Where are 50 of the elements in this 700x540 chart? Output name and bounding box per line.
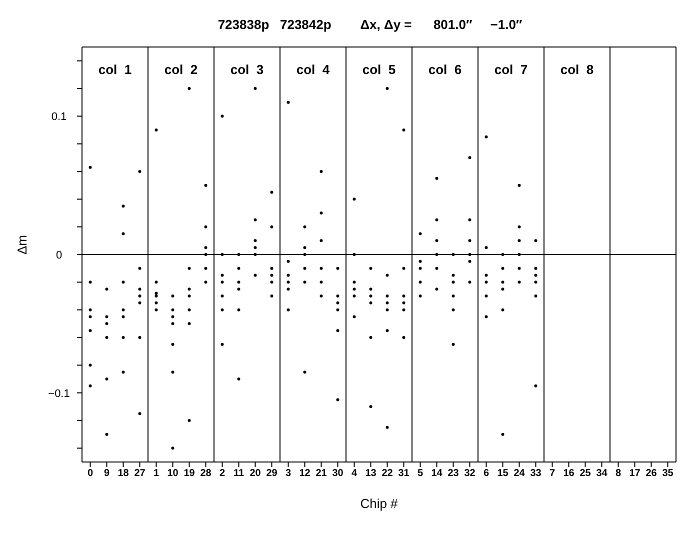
x-tick-label: 19 — [184, 468, 196, 480]
x-tick-label: 28 — [200, 468, 212, 480]
x-tick-label: 31 — [398, 468, 410, 480]
x-tick-label: 32 — [464, 468, 476, 480]
x-axis-title: Chip # — [360, 496, 399, 511]
annotation: col 5 — [361, 62, 397, 77]
x-tick-label: 9 — [104, 468, 110, 480]
x-tick-label: 11 — [233, 468, 244, 480]
x-tick-label: 18 — [118, 468, 130, 480]
x-tick-label: 1 — [153, 468, 160, 480]
annotation: col 4 — [295, 62, 331, 77]
x-tick-label: 12 — [299, 468, 311, 480]
x-tick-label: 2 — [219, 468, 226, 480]
x-tick-label: 6 — [483, 468, 490, 480]
x-tick-label: 14 — [431, 468, 443, 480]
y-axis-title: Δm — [14, 234, 30, 254]
chart-title: 723838p 723842p Δx, Δy = 801.0″ −1.0″ — [216, 16, 524, 34]
x-tick-label: 0 — [87, 468, 94, 480]
x-tick-label: 29 — [266, 468, 278, 480]
x-tick-label: 5 — [417, 468, 424, 480]
x-tick-label: 33 — [530, 468, 542, 480]
y-tick-label: 0 — [56, 250, 62, 262]
x-tick-label: 27 — [134, 468, 146, 480]
x-tick-label: 4 — [351, 468, 358, 480]
x-tick-label: 34 — [596, 468, 608, 480]
x-tick-label: 26 — [646, 468, 658, 480]
x-tick-label: 3 — [285, 468, 292, 480]
x-tick-label: 17 — [629, 468, 641, 480]
y-tick-label: −0.1 — [48, 388, 70, 400]
x-tick-label: 30 — [332, 468, 344, 480]
x-tick-label: 20 — [250, 468, 262, 480]
annotation: col 2 — [163, 62, 199, 77]
x-tick-label: 22 — [382, 468, 394, 480]
x-tick-label: 7 — [549, 468, 556, 480]
x-tick-label: 35 — [662, 468, 674, 480]
x-tick-label: 13 — [365, 468, 377, 480]
y-tick-label: 0.1 — [51, 111, 67, 124]
annotation: col 1 — [97, 62, 133, 77]
x-tick-label: 25 — [580, 468, 592, 480]
annotation: col 3 — [229, 62, 265, 77]
x-tick-label: 10 — [167, 468, 179, 480]
x-tick-label: 23 — [448, 468, 460, 480]
x-tick-label: 16 — [563, 468, 575, 480]
annotation: col 8 — [559, 62, 595, 77]
x-tick-label: 21 — [316, 468, 328, 480]
x-tick-label: 24 — [514, 468, 526, 480]
annotation: col 7 — [493, 62, 529, 77]
annotation: col 6 — [427, 62, 463, 77]
x-tick-label: 8 — [615, 468, 622, 480]
x-tick-label: 15 — [497, 468, 509, 480]
